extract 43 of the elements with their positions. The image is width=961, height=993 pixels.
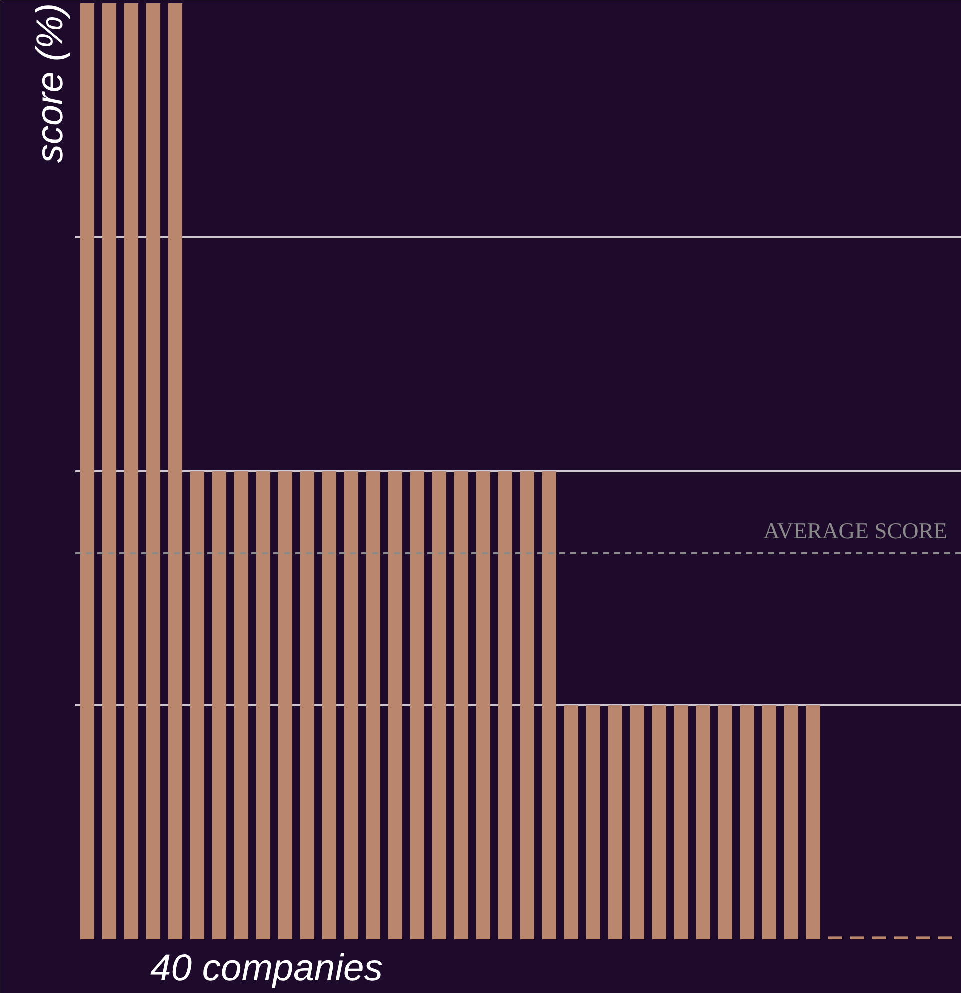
bar	[630, 706, 644, 940]
bar	[322, 472, 337, 940]
bar	[124, 4, 139, 940]
bar	[256, 472, 271, 940]
bar	[674, 706, 688, 940]
bar	[300, 472, 315, 940]
bar	[520, 472, 535, 940]
x-axis-title: 40 companies	[150, 946, 383, 988]
bar	[740, 706, 754, 940]
bar	[366, 472, 381, 940]
bar	[564, 706, 578, 940]
bar	[652, 706, 666, 940]
bar	[168, 4, 183, 940]
bar	[762, 706, 776, 940]
bar	[872, 936, 886, 940]
bar	[498, 472, 513, 940]
bar	[432, 472, 447, 940]
bar	[542, 472, 557, 940]
bar	[476, 472, 491, 940]
bar	[388, 472, 403, 940]
bar	[212, 472, 227, 940]
bar	[608, 706, 622, 940]
bar	[894, 936, 908, 940]
bar	[102, 4, 117, 940]
bar	[410, 472, 425, 940]
bar	[784, 706, 798, 940]
bar	[806, 706, 820, 940]
bar	[146, 4, 161, 940]
bar	[938, 936, 952, 940]
bar	[696, 706, 710, 940]
bar	[190, 472, 205, 940]
bar	[344, 472, 359, 940]
bar	[916, 936, 930, 940]
bar	[80, 4, 95, 940]
ref-line-label: AVERAGE SCORE	[764, 518, 948, 544]
bar	[586, 706, 600, 940]
y-axis-title: score (%)	[28, 4, 70, 164]
bar	[828, 936, 842, 940]
bar	[850, 936, 864, 940]
bar	[234, 472, 249, 940]
bar	[454, 472, 469, 940]
bar	[718, 706, 732, 940]
bar	[278, 472, 293, 940]
